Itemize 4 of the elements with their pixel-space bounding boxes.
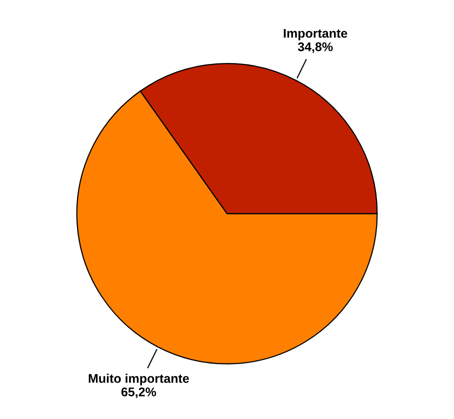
slice-label: Importante bbox=[284, 29, 348, 40]
data-label: 34,8% bbox=[298, 42, 333, 54]
slice-label: Muito importante bbox=[88, 374, 189, 386]
data-label: 65,2% bbox=[121, 388, 156, 398]
